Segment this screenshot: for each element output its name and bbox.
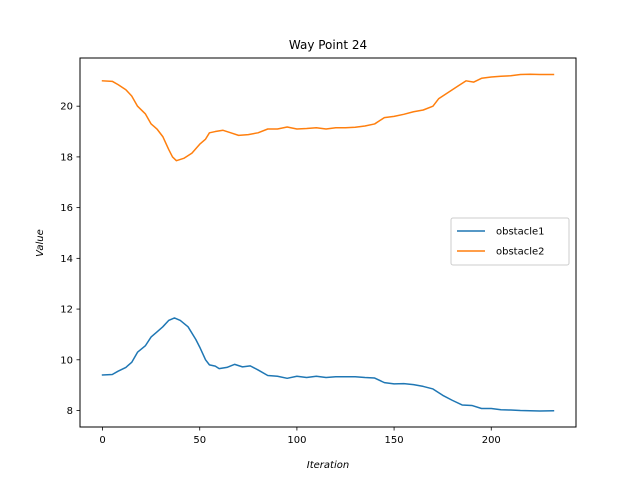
- series-line-obstacle2: [101, 73, 555, 162]
- x-tick-label: 0: [99, 435, 105, 446]
- y-tick-label: 18: [60, 152, 73, 163]
- x-tick-label: 150: [385, 435, 404, 446]
- x-axis-label: Iteration: [307, 460, 349, 471]
- y-tick-label: 14: [60, 254, 73, 265]
- y-tick-label: 8: [67, 406, 73, 417]
- chart-title: Way Point 24: [289, 38, 367, 52]
- y-tick-label: 20: [60, 102, 73, 113]
- legend-label-obstacle1: obstacle1: [496, 227, 545, 238]
- x-tick-label: 100: [287, 435, 306, 446]
- y-axis-label: Value: [35, 229, 46, 257]
- y-tick-label: 16: [60, 203, 73, 214]
- x-tick-label: 50: [193, 435, 206, 446]
- plot-area: [79, 57, 577, 428]
- x-tick-label: 200: [482, 435, 501, 446]
- plot-frame: [79, 57, 577, 428]
- legend: obstacle1 obstacle2: [450, 217, 570, 266]
- y-tick-label: 12: [60, 305, 73, 316]
- y-tick-label: 10: [60, 355, 73, 366]
- x-axis-ticks: 0 50 100 150 200: [99, 427, 501, 446]
- legend-label-obstacle2: obstacle2: [496, 247, 545, 258]
- legend-entries: obstacle1 obstacle2: [457, 227, 545, 258]
- legend-box: [450, 217, 570, 266]
- series-line-obstacle1: [101, 317, 555, 412]
- series-lines: [101, 73, 555, 412]
- y-axis-ticks: 8 10 12 14 16 18 20: [60, 102, 80, 417]
